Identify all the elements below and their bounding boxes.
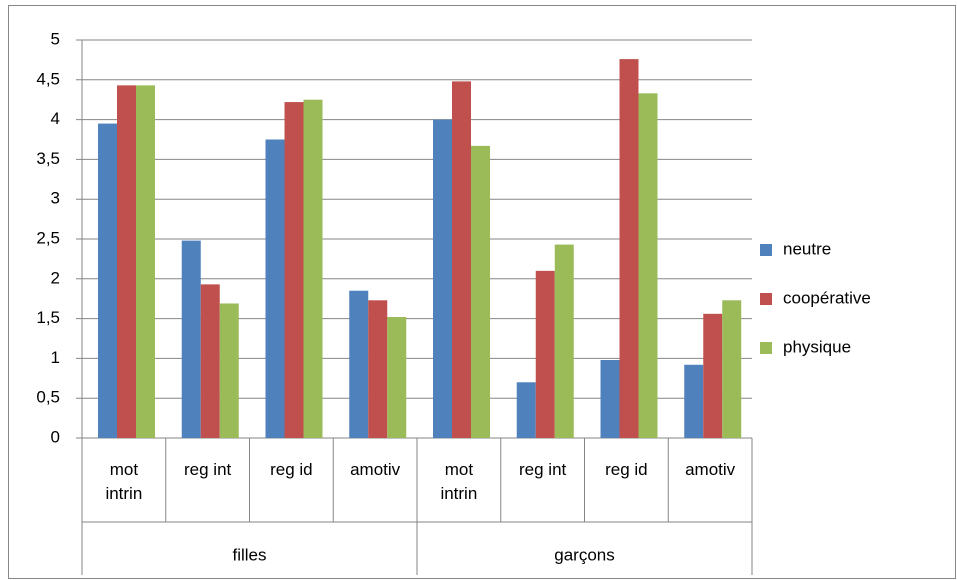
y-tick-label: 3 <box>51 189 60 208</box>
x-tick-label: reg int <box>184 460 232 479</box>
legend-label: physique <box>783 337 851 356</box>
bar <box>638 93 658 438</box>
bar <box>535 270 555 438</box>
bar <box>368 300 388 438</box>
x-tick-label: reg int <box>519 460 567 479</box>
bar <box>452 81 471 438</box>
bar <box>303 99 323 438</box>
x-tick-label: amotiv <box>350 460 401 479</box>
legend-swatch <box>760 342 772 354</box>
bar <box>136 85 155 438</box>
bar <box>387 317 407 438</box>
y-tick-label: 1 <box>51 348 60 367</box>
x-tick-label: amotiv <box>685 460 736 479</box>
bar <box>181 240 201 438</box>
x-tick-label: reg id <box>605 460 648 479</box>
legend-swatch <box>760 293 772 305</box>
y-tick-label: 2,5 <box>36 228 60 247</box>
y-tick-label: 3,5 <box>36 149 60 168</box>
x-tick-label: mot intrin <box>105 460 143 503</box>
bar <box>722 300 742 438</box>
bar <box>703 313 723 438</box>
y-tick-label: 5 <box>51 29 60 48</box>
bar <box>349 290 369 438</box>
bar <box>284 102 304 438</box>
y-tick-label: 0,5 <box>36 388 60 407</box>
bar <box>117 85 136 438</box>
y-tick-label: 0 <box>51 427 60 446</box>
bar <box>554 244 574 438</box>
group-label: garçons <box>554 545 614 564</box>
bar <box>471 145 490 439</box>
bar <box>684 364 704 438</box>
legend-swatch <box>760 244 772 256</box>
bar <box>516 382 536 438</box>
y-tick-label: 1,5 <box>36 308 60 327</box>
x-tick-label: mot intrin <box>440 460 478 503</box>
bar <box>600 359 620 438</box>
y-tick-label: 2 <box>51 268 60 287</box>
y-tick-label: 4 <box>51 109 60 128</box>
legend-label: coopérative <box>783 288 871 307</box>
bar <box>265 139 285 438</box>
bar <box>98 123 117 438</box>
bar <box>619 59 639 438</box>
bar <box>219 303 239 438</box>
bar <box>200 284 220 438</box>
y-tick-label: 4,5 <box>36 69 60 88</box>
group-label: filles <box>232 545 266 564</box>
legend-label: neutre <box>783 239 831 258</box>
bar <box>433 119 452 438</box>
x-tick-label: reg id <box>270 460 313 479</box>
chart-border <box>8 5 956 579</box>
